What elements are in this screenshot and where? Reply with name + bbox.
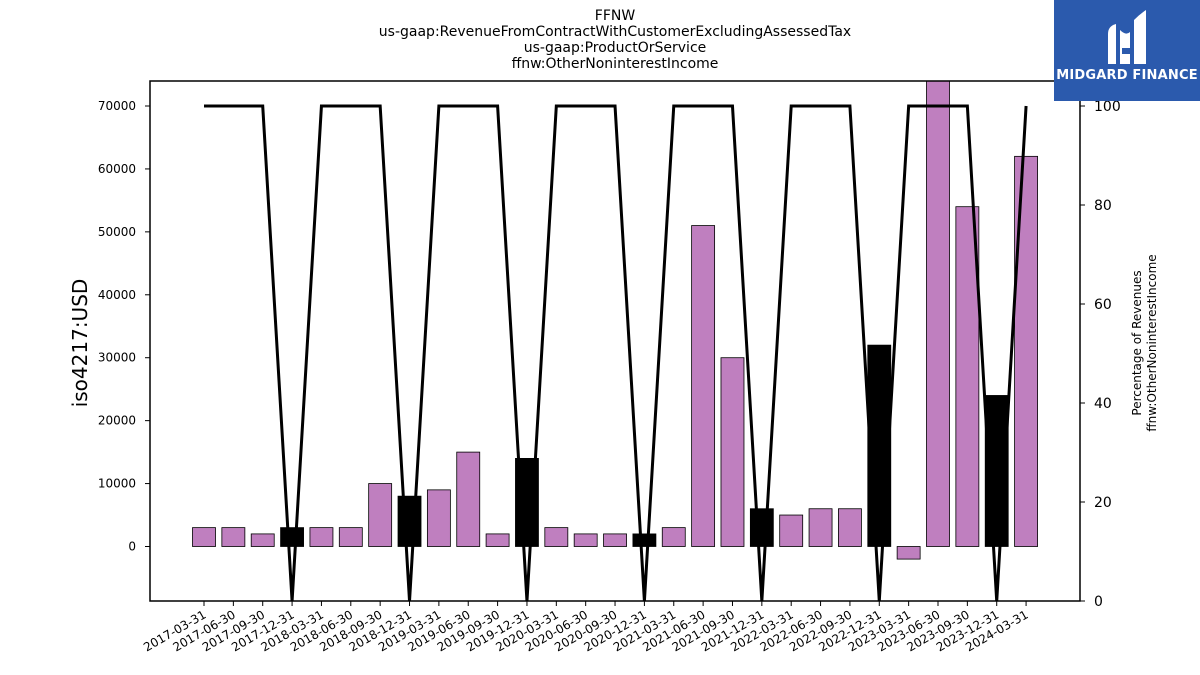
bar-2017-03-31 — [192, 527, 216, 547]
bar-2022-09-30 — [838, 508, 862, 547]
y-axis-label-right: Percentage of Revenues ffnw:OtherNoninte… — [1130, 254, 1159, 431]
right-axis-ticks: 0 20 40 60 80 100 — [1080, 99, 1121, 610]
bar-2024-03-31 — [1014, 155, 1038, 547]
bar-2017-12-31 — [280, 527, 304, 547]
title-line-4: ffnw:OtherNoninterestIncome — [512, 56, 719, 72]
left-tick-label: 70000 — [98, 99, 136, 113]
right-tick-label: 20 — [1094, 495, 1112, 511]
left-tick-label: 30000 — [98, 351, 136, 365]
bar-2018-09-30 — [368, 483, 393, 547]
right-tick-label: 80 — [1094, 198, 1112, 214]
bar-2019-06-30 — [456, 451, 481, 547]
right-tick-label: 0 — [1094, 594, 1103, 610]
bar-2023-09-30 — [955, 206, 980, 547]
y-axis-label-right-line-2: ffnw:OtherNoninterestIncome — [1145, 254, 1159, 431]
left-tick-label: 50000 — [98, 225, 136, 239]
bar-2017-09-30 — [250, 533, 275, 547]
bar-2021-09-30 — [720, 357, 745, 547]
bar-2023-03-31 — [896, 546, 921, 560]
right-tick-label: 100 — [1094, 99, 1121, 115]
bar-2021-03-31 — [661, 527, 686, 547]
right-tick-label: 40 — [1094, 396, 1112, 412]
bar-2018-12-31 — [397, 495, 422, 547]
y-axis-label-right-line-1: Percentage of Revenues — [1130, 270, 1144, 415]
left-tick-label: 60000 — [98, 162, 136, 176]
title-line-3: us-gaap:ProductOrService — [524, 40, 707, 56]
bar-2020-12-31 — [632, 533, 657, 547]
bar-2017-06-30 — [221, 527, 246, 547]
right-tick-label: 60 — [1094, 297, 1112, 313]
bar-2018-03-31 — [309, 527, 334, 547]
bar-2020-03-31 — [544, 527, 569, 547]
percentage-line — [204, 104, 1028, 602]
bar-2023-06-30 — [926, 80, 950, 547]
bar-2020-09-30 — [603, 533, 627, 547]
x-axis-ticks: 2017-03-312017-06-302017-09-302017-12-31… — [141, 601, 1031, 654]
bar-2019-09-30 — [485, 533, 510, 547]
title-line-2: us-gaap:RevenueFromContractWithCustomerE… — [379, 24, 851, 40]
bar-2021-06-30 — [691, 225, 716, 547]
bar-2022-03-31 — [779, 514, 804, 547]
bar-2020-06-30 — [573, 533, 598, 547]
chart-title: FFNW us-gaap:RevenueFromContractWithCust… — [379, 8, 851, 72]
logo-mark-icon — [1108, 10, 1146, 64]
logo-text: MIDGARD FINANCE — [1056, 68, 1198, 83]
line-series — [204, 104, 1028, 602]
left-tick-label: 40000 — [98, 288, 136, 302]
left-axis-ticks: 0 10000 20000 30000 40000 50000 60000 70000 — [98, 99, 150, 554]
left-tick-label: 0 — [128, 540, 136, 554]
left-tick-label: 10000 — [98, 477, 136, 491]
bar-2021-12-31 — [749, 508, 774, 547]
y-axis-label: iso4217:USD — [68, 279, 92, 408]
brand-logo: MIDGARD FINANCE — [1054, 0, 1200, 101]
title-line-1: FFNW — [595, 8, 636, 24]
bar-2019-03-31 — [426, 489, 451, 547]
bar-2018-06-30 — [338, 527, 363, 547]
bar-2022-06-30 — [808, 508, 833, 547]
left-tick-label: 20000 — [98, 414, 136, 428]
